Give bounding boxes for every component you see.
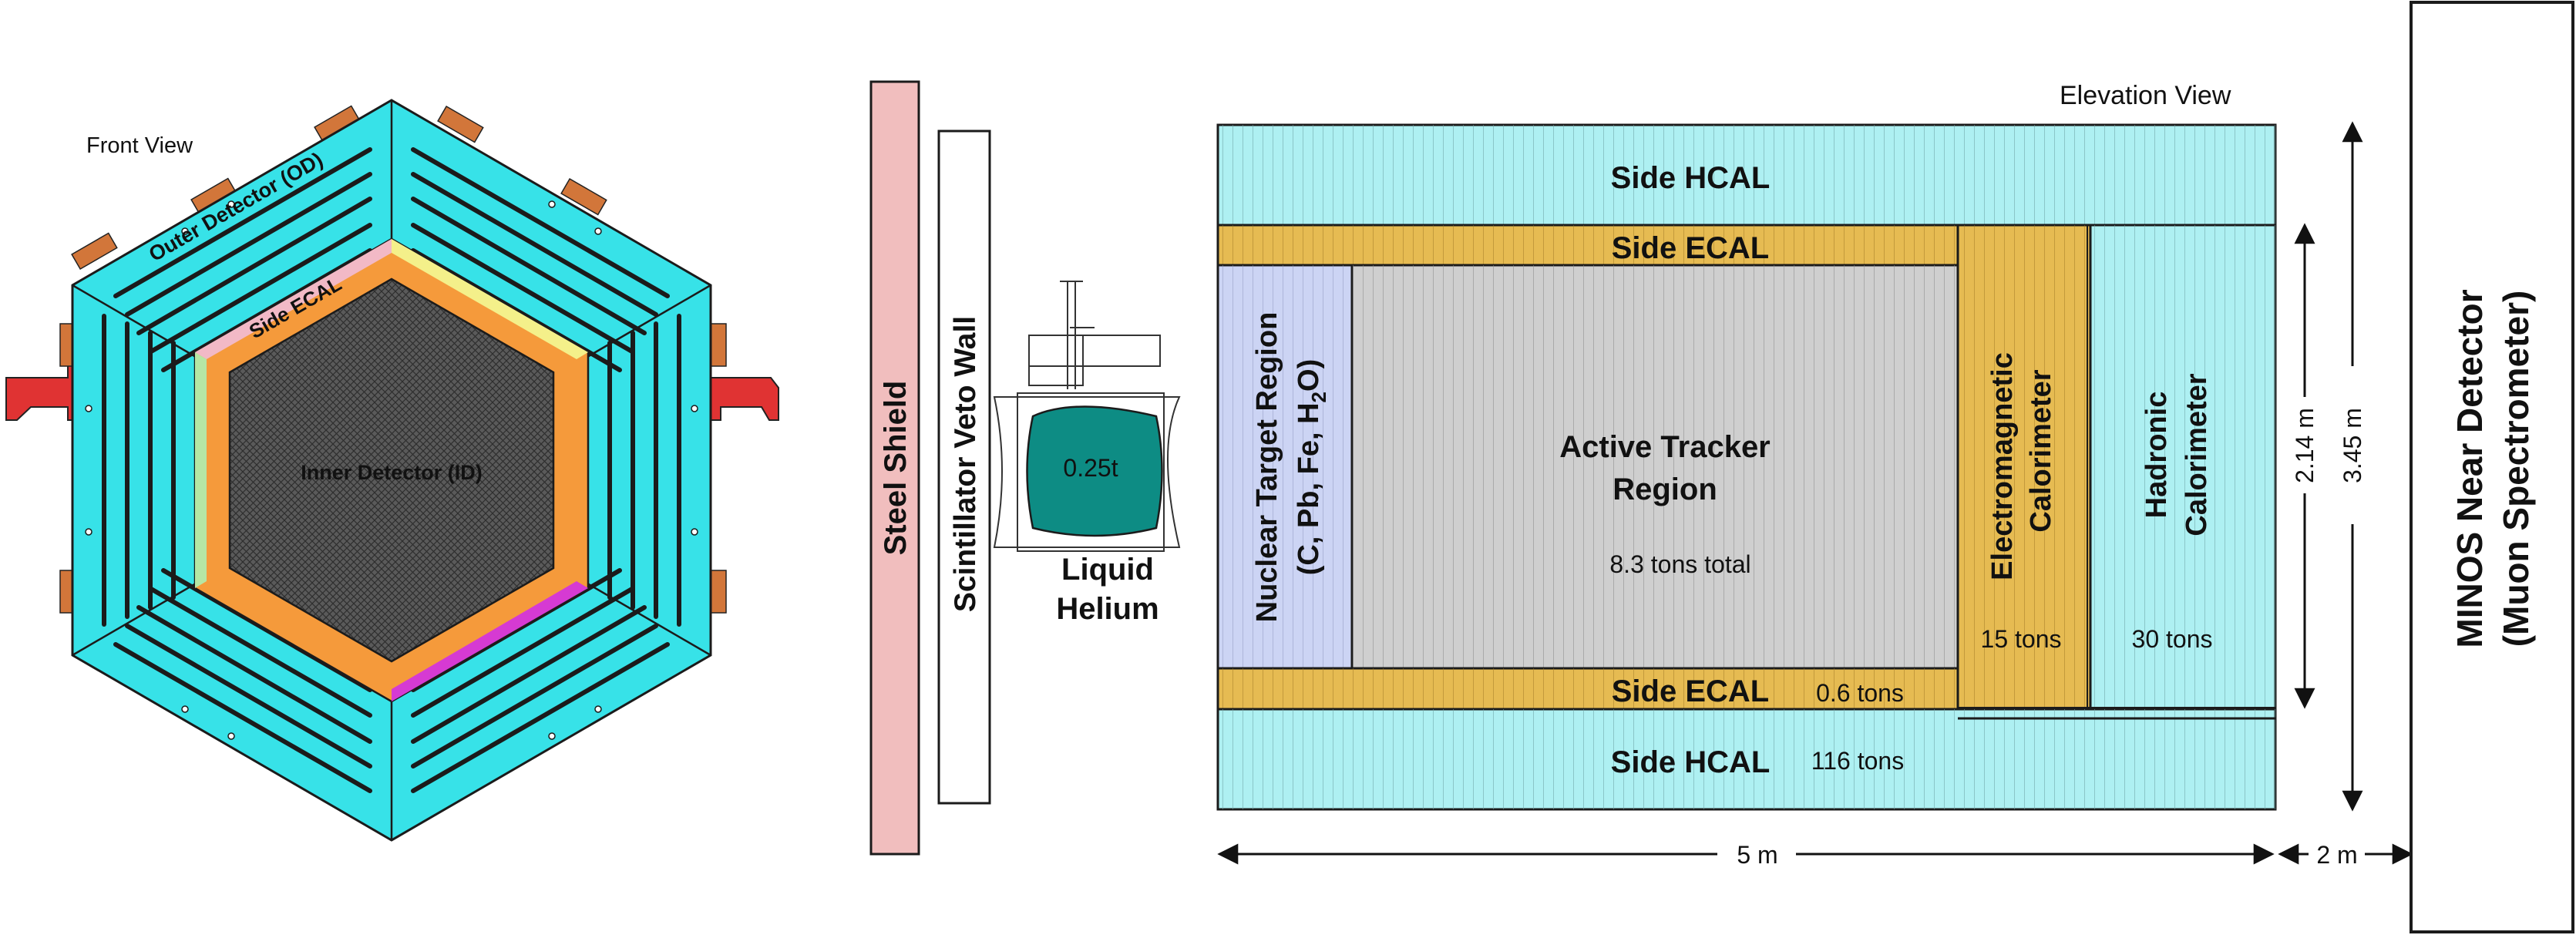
steel-shield-label: Steel Shield [879,381,913,556]
hcal-label-line1: Hadronic [2141,392,2173,519]
ecal-label-line2: Calorimeter [2025,369,2057,532]
ecal-mass: 15 tons [1981,625,2062,653]
elevation-view-title: Elevation View [2060,81,2231,110]
side-ecal-magenta-sector [392,581,588,701]
dimension-length-label: 5 m [1737,841,1777,869]
inner-detector-hexagon [228,277,555,663]
left-mount-bracket [5,362,76,421]
dimension-inner-height-label: 2.14 m [2291,408,2319,483]
tracker-label-line1: Active Tracker [1559,430,1771,464]
od-bolt-holes [85,200,698,740]
side-hcal-mass: 116 tons [1811,747,1904,775]
helium-mass: 0.25t [1063,454,1118,482]
tracker-label-line2: Region [1613,473,1717,506]
side-ecal-mass: 0.6 tons [1816,679,1904,707]
side-hcal-top-label: Side HCAL [1611,161,1771,195]
ecal-label-line1: Electromagnetic [1986,352,2019,580]
nuclear-target-label-line2: (C, Pb, Fe, H2O) [1293,359,1330,575]
side-ecal-green-sector [195,352,207,588]
side-ecal-pink-sector [195,239,392,359]
hcal-mass: 30 tons [2132,625,2213,653]
liquid-helium-vessel [1026,405,1163,537]
veto-wall-label: Scintillator Veto Wall [949,316,982,612]
side-ecal-bottom-label: Side ECAL [1612,674,1769,708]
minos-near-detector [2410,1,2574,933]
front-view: Front View [5,99,779,842]
helium-label-line2: Helium [1056,592,1159,626]
front-view-title: Front View [86,133,193,158]
nuclear-target-label-line1: Nuclear Target Region [1251,312,1283,623]
side-ecal-yellow-sector [392,239,588,359]
scintillator-veto-wall [937,129,991,805]
dimension-arrows [1217,121,2413,865]
hcal-label-line2: Calorimeter [2181,373,2213,536]
elevation-view: Elevation View Steel Shield Scintillator… [869,1,2574,933]
side-hcal-bottom-label: Side HCAL [1611,745,1771,779]
dimension-outer-height-label: 3.45 m [2339,408,2366,483]
helium-label-line1: Liquid [1061,553,1154,587]
steel-shield [869,80,920,856]
dimension-gap-label: 2 m [2316,841,2357,869]
right-mount-bracket [710,377,779,421]
minos-label-line2: (Muon Spectrometer) [2496,291,2536,647]
minos-label-line1: MINOS Near Detector [2450,289,2490,647]
inner-detector-label: Inner Detector (ID) [301,461,483,484]
tracker-mass: 8.3 tons total [1609,550,1750,578]
side-ecal-top-label: Side ECAL [1612,231,1769,265]
